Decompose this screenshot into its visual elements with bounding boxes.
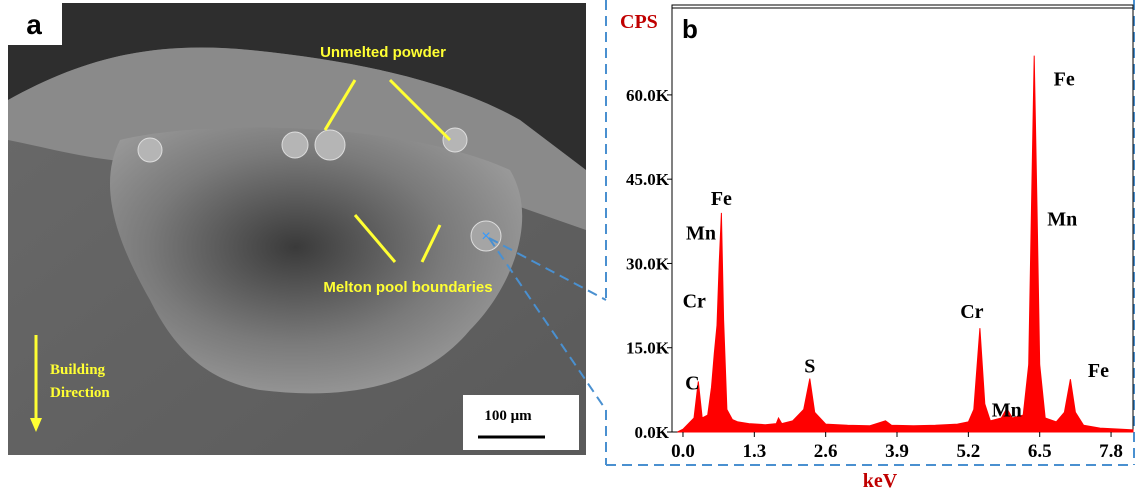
sem-particle bbox=[282, 132, 308, 158]
direction-label: Direction bbox=[50, 385, 110, 401]
direction-label: Building bbox=[50, 362, 106, 378]
x-tick-label: 5.2 bbox=[956, 441, 980, 462]
x-tick-label: 2.6 bbox=[814, 441, 838, 462]
sem-image: a Unmelted powder Melton pool boundaries… bbox=[8, 3, 586, 455]
annotation: Unmelted powder bbox=[320, 44, 446, 61]
x-tick-label: 1.3 bbox=[742, 441, 766, 462]
peak-label: Mn bbox=[686, 222, 716, 244]
y-tick-label: 0.0K bbox=[635, 423, 670, 442]
peak-label: Cr bbox=[960, 301, 983, 323]
y-tick-label: 60.0K bbox=[626, 86, 670, 105]
peak-label: C bbox=[685, 372, 699, 394]
peak-label: Cr bbox=[683, 290, 706, 312]
peak-label: Fe bbox=[1088, 360, 1109, 382]
peak-label: Fe bbox=[711, 188, 732, 210]
panel-label: a bbox=[26, 9, 42, 40]
peak-label: Fe bbox=[1054, 69, 1075, 91]
sem-particle bbox=[138, 138, 162, 162]
panel-label: b bbox=[682, 14, 698, 44]
figure: a Unmelted powder Melton pool boundaries… bbox=[0, 0, 1136, 492]
y-tick-label: 45.0K bbox=[626, 170, 670, 189]
y-tick-label: 30.0K bbox=[626, 254, 670, 273]
x-tick-label: 0.0 bbox=[671, 441, 695, 462]
x-tick-label: 3.9 bbox=[885, 441, 909, 462]
annotation: Melton pool boundaries bbox=[323, 279, 492, 296]
chart: 0.0K 15.0K 30.0K 45.0K 60.0K 0.0 1.3 2.6 3.9 5.2 6… bbox=[620, 5, 1133, 492]
scale-bar-label: 100 μm bbox=[484, 408, 532, 424]
peak-label: Mn bbox=[1047, 209, 1077, 231]
sem-particle bbox=[315, 130, 345, 160]
peak-label: S bbox=[804, 356, 815, 378]
y-axis-title: CPS bbox=[620, 11, 658, 33]
spot-marker: × bbox=[481, 228, 490, 245]
x-axis-title: keV bbox=[863, 470, 898, 492]
sem-particle bbox=[443, 128, 467, 152]
y-tick-label: 15.0K bbox=[626, 339, 670, 358]
x-tick-label: 7.8 bbox=[1099, 441, 1123, 462]
x-tick-label: 6.5 bbox=[1028, 441, 1052, 462]
peak-label: Mn bbox=[992, 399, 1022, 421]
